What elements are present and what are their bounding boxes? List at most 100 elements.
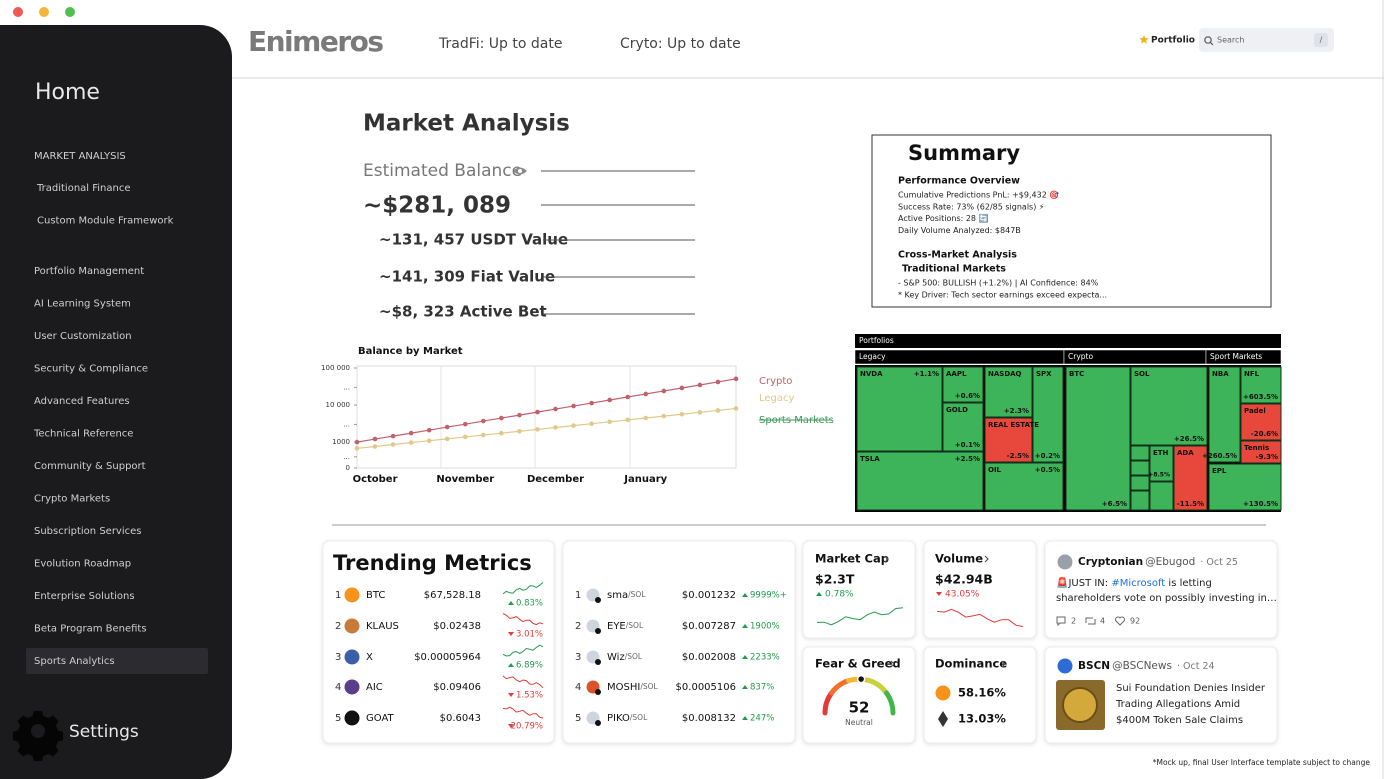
data-point bbox=[354, 439, 360, 445]
trend-arrow bbox=[508, 663, 514, 667]
token-name[interactable]: PIKO/SOL bbox=[607, 713, 648, 724]
nav-item[interactable]: Evolution Roadmap bbox=[34, 559, 131, 570]
legend-entry[interactable]: Legacy bbox=[759, 393, 795, 404]
tile-change: +0.1% bbox=[955, 441, 980, 449]
tile-label: EPL bbox=[1212, 467, 1227, 475]
data-point bbox=[715, 408, 721, 413]
nav-item[interactable]: Advanced Features bbox=[34, 396, 130, 407]
tweet-author: Cryptonian @Ebugod · Oct 25 bbox=[1078, 556, 1238, 568]
token-name[interactable]: sma/SOL bbox=[607, 590, 646, 601]
sparkline bbox=[502, 706, 544, 719]
home-link[interactable]: Home bbox=[35, 80, 100, 105]
nav-item[interactable]: Beta Program Benefits bbox=[34, 624, 147, 635]
section-title: Market Analysis bbox=[363, 111, 570, 137]
data-point bbox=[589, 421, 594, 426]
nav-subitem[interactable]: Custom Module Framework bbox=[37, 216, 174, 227]
sparkline bbox=[936, 608, 1024, 627]
token-symbol[interactable]: BTC bbox=[366, 590, 385, 601]
card-title[interactable]: Fear & Greed bbox=[815, 657, 901, 671]
treemap-tile[interactable] bbox=[856, 366, 943, 452]
card-title[interactable]: Market Cap bbox=[815, 552, 889, 566]
nav-item[interactable]: Crypto Markets bbox=[34, 494, 110, 505]
close-button[interactable] bbox=[13, 7, 23, 17]
token-symbol[interactable]: AIC bbox=[366, 682, 383, 693]
token-symbol[interactable]: GOAT bbox=[366, 713, 395, 724]
trend-arrow bbox=[742, 716, 748, 720]
treemap-tile[interactable] bbox=[942, 366, 984, 403]
nav-item[interactable]: User Customization bbox=[34, 331, 132, 342]
settings-icon[interactable] bbox=[13, 711, 63, 761]
treemap-tile[interactable] bbox=[942, 402, 984, 452]
legend-entry[interactable]: Crypto bbox=[759, 376, 792, 387]
trend-arrow bbox=[936, 592, 942, 596]
section-label: MARKET ANALYSIS bbox=[34, 151, 126, 162]
treemap-tile[interactable] bbox=[984, 366, 1033, 418]
x-tick-label: December bbox=[527, 474, 584, 485]
hashtag[interactable]: #Microsoft bbox=[1111, 578, 1165, 589]
treemap-tile[interactable] bbox=[1240, 403, 1282, 441]
sparkline bbox=[816, 607, 904, 626]
y-tick-label: ... bbox=[343, 420, 350, 428]
treemap-tile[interactable] bbox=[1032, 366, 1064, 463]
nav-item[interactable]: Technical Reference bbox=[33, 429, 133, 440]
treemap-tile[interactable] bbox=[1149, 445, 1174, 482]
portfolio-link[interactable]: Portfolio bbox=[1151, 36, 1195, 46]
minimize-button[interactable] bbox=[39, 7, 49, 17]
summary-line: Daily Volume Analyzed: $847B bbox=[898, 226, 1021, 235]
maximize-button[interactable] bbox=[65, 7, 75, 17]
tile-change: +603.5% bbox=[1243, 393, 1278, 401]
card-title[interactable]: Volume bbox=[935, 552, 983, 566]
treemap-tile[interactable] bbox=[1130, 366, 1208, 446]
nav-item[interactable]: Security & Compliance bbox=[34, 364, 148, 375]
treemap-tile[interactable] bbox=[984, 417, 1033, 463]
y-tick-label: 10 000 bbox=[326, 401, 351, 409]
treemap-tile[interactable] bbox=[1065, 366, 1131, 511]
nav-item[interactable]: Portfolio Management bbox=[34, 266, 144, 277]
token-change: 1900% bbox=[750, 622, 780, 632]
token-name[interactable]: MOSHI/SOL bbox=[607, 682, 659, 693]
card bbox=[562, 540, 796, 744]
trend-arrow bbox=[742, 593, 748, 597]
tile-change: +26.5% bbox=[1174, 435, 1204, 443]
data-point bbox=[481, 432, 486, 438]
settings-link[interactable]: Settings bbox=[69, 722, 139, 742]
treemap-tile[interactable] bbox=[1208, 366, 1241, 463]
token-name[interactable]: Wiz/SOL bbox=[607, 652, 643, 663]
y-tick-label: 0 bbox=[346, 464, 350, 472]
treemap-tile[interactable] bbox=[1208, 463, 1282, 511]
token-price: $0.002008 bbox=[682, 652, 736, 663]
data-point bbox=[679, 385, 685, 391]
nav-item[interactable]: Community & Support bbox=[34, 461, 146, 472]
data-point bbox=[408, 430, 414, 436]
data-point bbox=[625, 417, 631, 423]
data-point bbox=[517, 428, 522, 434]
treemap-tile[interactable] bbox=[856, 451, 984, 511]
tweet-date: · Oct 24 bbox=[1177, 661, 1215, 672]
nav-item[interactable]: Sports Analytics bbox=[34, 656, 115, 667]
data-point bbox=[408, 440, 414, 445]
treemap-tile[interactable] bbox=[1173, 445, 1208, 511]
series-line bbox=[356, 378, 737, 443]
token-symbol[interactable]: KLAUS bbox=[366, 621, 399, 632]
tile-change: +2.3% bbox=[1004, 407, 1029, 415]
nav-subitem[interactable]: Traditional Finance bbox=[36, 183, 131, 194]
tile-label: Padel bbox=[1244, 407, 1266, 415]
card bbox=[802, 646, 916, 744]
search-box[interactable] bbox=[1199, 28, 1334, 52]
token-symbol[interactable]: X bbox=[366, 652, 373, 663]
tweet-headline: Trading Allegations Amid bbox=[1115, 699, 1240, 710]
token-price: $0.00005964 bbox=[414, 652, 481, 663]
rank: 5 bbox=[575, 713, 581, 724]
treemap-tile[interactable] bbox=[1240, 440, 1282, 464]
nav-item[interactable]: Subscription Services bbox=[34, 526, 141, 537]
treemap-tile[interactable] bbox=[1240, 366, 1282, 404]
avatar bbox=[1057, 554, 1073, 570]
token-name[interactable]: EYE/SOL bbox=[607, 621, 644, 632]
summary-heading: Cross-Market Analysis bbox=[898, 250, 1017, 261]
trend-arrow bbox=[742, 655, 748, 659]
nav-item[interactable]: AI Learning System bbox=[34, 299, 131, 310]
nav-item[interactable]: Enterprise Solutions bbox=[34, 591, 135, 602]
card-title[interactable]: Dominance bbox=[935, 657, 1007, 671]
tile-change: +0.6% bbox=[955, 392, 980, 400]
treemap-tile[interactable] bbox=[984, 462, 1064, 511]
